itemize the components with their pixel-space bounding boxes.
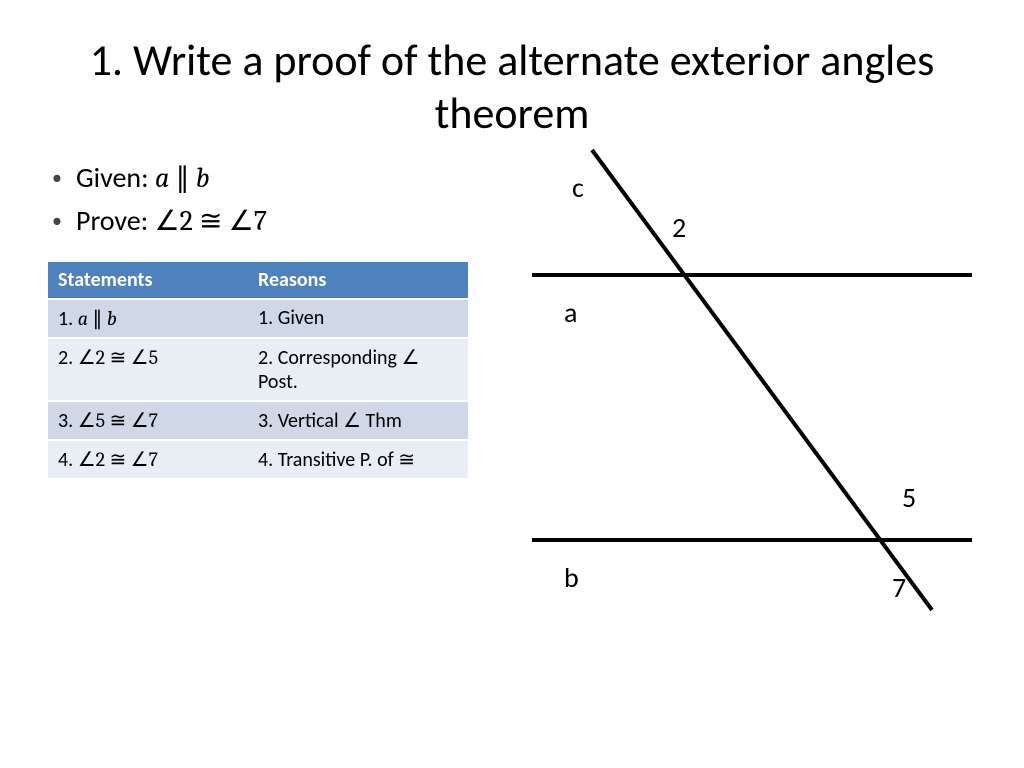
label-5: 5	[902, 480, 916, 515]
parallel-symbol: ∥	[169, 162, 195, 194]
stmt-b: b	[107, 307, 117, 330]
bullet-given: Given: a ∥ b	[48, 160, 488, 195]
diagram-svg	[512, 140, 992, 640]
cell-statement: 1. a ∥ b	[48, 299, 248, 338]
stmt-a: a	[78, 307, 88, 330]
bullet-prove: Prove: ∠2 ≅ ∠7	[48, 203, 488, 238]
label-c: c	[572, 170, 584, 205]
slide-title: 1. Write a proof of the alternate exteri…	[48, 34, 976, 140]
table-body: 1. a ∥ b 1. Given 2. ∠2 ≅ ∠5 2. Correspo…	[48, 299, 468, 479]
prove-label: Prove:	[76, 203, 155, 238]
stmt-expr: ∠2 ≅ ∠5	[78, 346, 158, 369]
col-reasons: Reasons	[248, 262, 468, 299]
prove-expr: ∠2 ≅ ∠7	[155, 205, 267, 237]
cell-reason: 2. Corresponding ∠ Post.	[248, 338, 468, 401]
col-statements: Statements	[48, 262, 248, 299]
stmt-expr: ∠5 ≅ ∠7	[78, 409, 158, 432]
table-row: 4. ∠2 ≅ ∠7 4. Transitive P. of ≅	[48, 440, 468, 479]
label-b: b	[564, 560, 579, 595]
cell-statement: 3. ∠5 ≅ ∠7	[48, 401, 248, 440]
label-2: 2	[672, 210, 686, 245]
stmt-prefix: 4.	[58, 448, 78, 472]
cell-reason: 3. Vertical ∠ Thm	[248, 401, 468, 440]
cell-reason: 4. Transitive P. of ≅	[248, 440, 468, 479]
left-column: Given: a ∥ b Prove: ∠2 ≅ ∠7 Statements R…	[48, 160, 488, 480]
cell-statement: 4. ∠2 ≅ ∠7	[48, 440, 248, 479]
table-row: 3. ∠5 ≅ ∠7 3. Vertical ∠ Thm	[48, 401, 468, 440]
cell-statement: 2. ∠2 ≅ ∠5	[48, 338, 248, 401]
stmt-prefix: 3.	[58, 409, 78, 433]
stmt-prefix: 2.	[58, 346, 78, 370]
slide: 1. Write a proof of the alternate exteri…	[0, 0, 1024, 768]
given-label: Given:	[76, 160, 155, 195]
geometry-diagram: c 2 a 5 b 7	[512, 140, 992, 645]
table-header-row: Statements Reasons	[48, 262, 468, 299]
content-area: Given: a ∥ b Prove: ∠2 ≅ ∠7 Statements R…	[48, 160, 976, 480]
label-7: 7	[892, 570, 906, 605]
stmt-prefix: 1.	[58, 307, 78, 331]
table-row: 2. ∠2 ≅ ∠5 2. Corresponding ∠ Post.	[48, 338, 468, 401]
label-a: a	[564, 295, 577, 330]
table-row: 1. a ∥ b 1. Given	[48, 299, 468, 338]
given-b: b	[196, 162, 210, 194]
stmt-expr: ∠2 ≅ ∠7	[78, 448, 158, 471]
bullet-list: Given: a ∥ b Prove: ∠2 ≅ ∠7	[48, 160, 488, 238]
given-a: a	[155, 162, 169, 194]
proof-table: Statements Reasons 1. a ∥ b 1. Given 2. …	[48, 262, 468, 480]
right-column: c 2 a 5 b 7	[512, 160, 976, 480]
stmt-mid: ∥	[88, 307, 107, 330]
cell-reason: 1. Given	[248, 299, 468, 338]
